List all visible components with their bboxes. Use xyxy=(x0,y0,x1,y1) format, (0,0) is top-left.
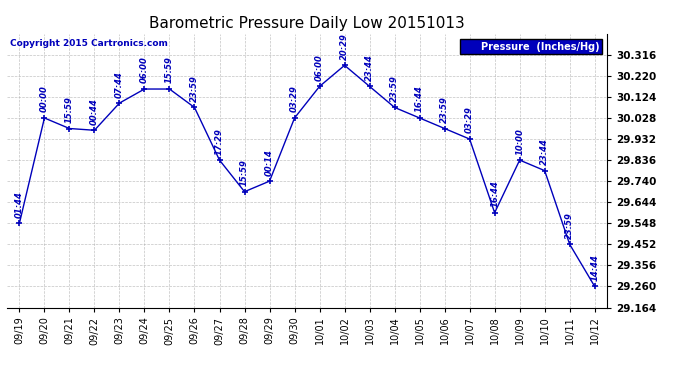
Text: 16:44: 16:44 xyxy=(415,86,424,112)
Legend: Pressure  (Inches/Hg): Pressure (Inches/Hg) xyxy=(460,39,602,54)
Text: 23:59: 23:59 xyxy=(190,75,199,102)
Text: 17:29: 17:29 xyxy=(215,128,224,154)
Text: 07:44: 07:44 xyxy=(115,70,124,98)
Text: 23:44: 23:44 xyxy=(540,138,549,165)
Text: 10:00: 10:00 xyxy=(515,128,524,154)
Text: 15:59: 15:59 xyxy=(165,57,174,84)
Text: 23:59: 23:59 xyxy=(565,212,574,239)
Text: 00:14: 00:14 xyxy=(265,149,274,176)
Title: Barometric Pressure Daily Low 20151013: Barometric Pressure Daily Low 20151013 xyxy=(149,16,465,31)
Text: 23:59: 23:59 xyxy=(440,96,449,123)
Text: 16:44: 16:44 xyxy=(490,180,499,207)
Text: 15:59: 15:59 xyxy=(240,159,249,186)
Text: 03:29: 03:29 xyxy=(465,106,474,134)
Text: 23:44: 23:44 xyxy=(365,54,374,81)
Text: Copyright 2015 Cartronics.com: Copyright 2015 Cartronics.com xyxy=(10,39,168,48)
Text: 06:00: 06:00 xyxy=(315,54,324,81)
Text: 23:59: 23:59 xyxy=(390,75,399,102)
Text: 14:44: 14:44 xyxy=(590,254,599,281)
Text: 00:00: 00:00 xyxy=(40,86,49,112)
Text: 00:44: 00:44 xyxy=(90,98,99,125)
Text: 20:29: 20:29 xyxy=(340,33,349,60)
Text: 01:44: 01:44 xyxy=(15,191,24,218)
Text: 15:59: 15:59 xyxy=(65,96,74,123)
Text: 06:00: 06:00 xyxy=(140,57,149,84)
Text: 03:29: 03:29 xyxy=(290,86,299,112)
